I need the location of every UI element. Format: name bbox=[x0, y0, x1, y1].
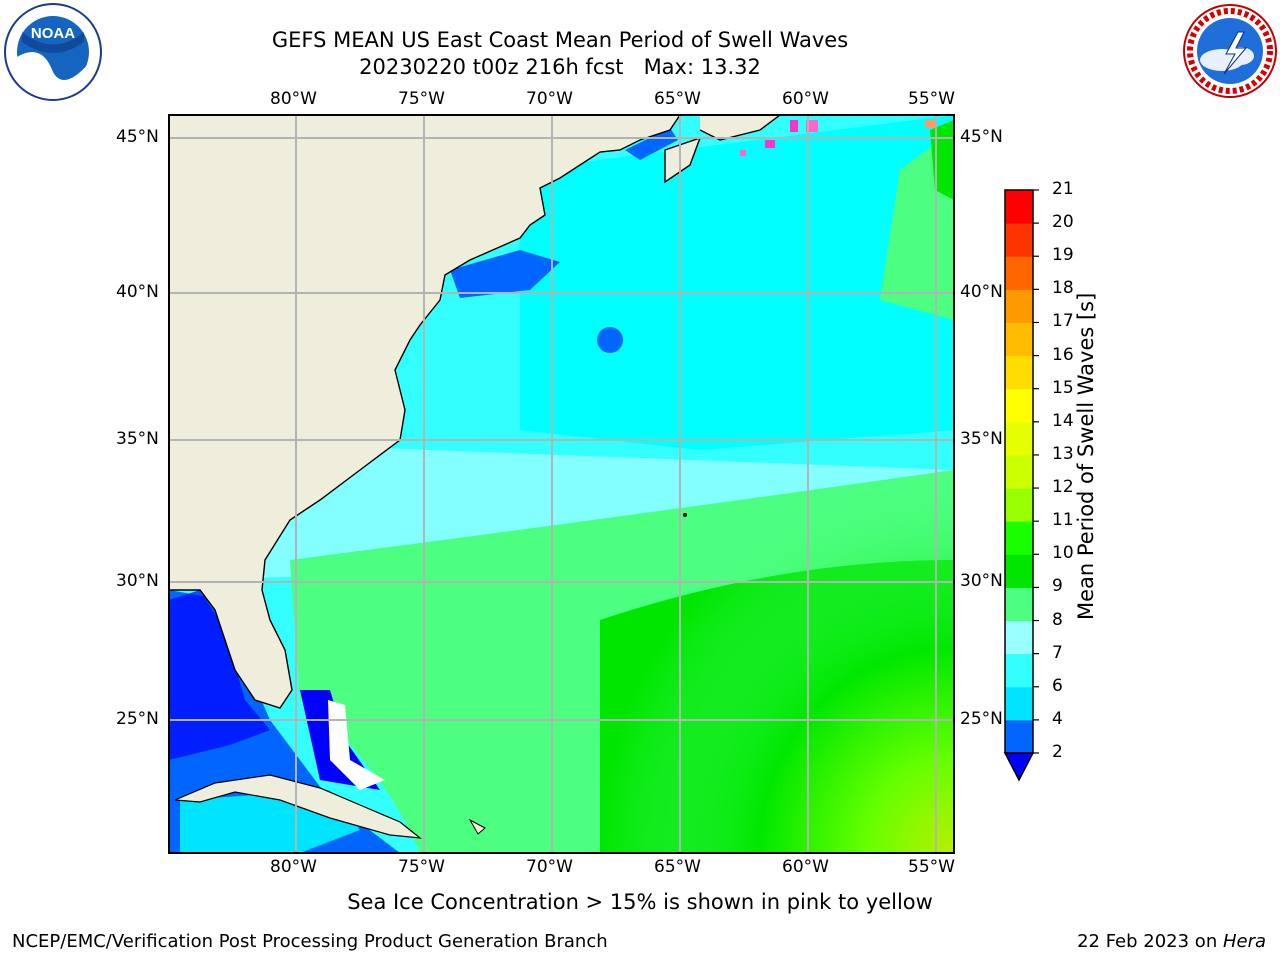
footer-host: Hera bbox=[1222, 931, 1266, 952]
lat-label-right: 45°N bbox=[960, 127, 1003, 147]
colorbar-under-arrow bbox=[1003, 752, 1035, 782]
colorbar-bin bbox=[1005, 620, 1033, 655]
colorbar-bin bbox=[1005, 686, 1033, 721]
colorbar-bin bbox=[1005, 554, 1033, 588]
lon-label-top: 80°W bbox=[270, 89, 317, 109]
colorbar-tick-label: 2 bbox=[1052, 742, 1063, 762]
noaa-logo-text: NOAA bbox=[31, 25, 75, 42]
colorbar-tick-label: 4 bbox=[1052, 708, 1063, 729]
lat-label-right: 40°N bbox=[960, 282, 1003, 302]
lat-label-left: 45°N bbox=[116, 127, 159, 147]
colorbar-tick-label: 20 bbox=[1052, 212, 1074, 233]
chart-subtitle: 20230220 t00z 216h fcst Max: 13.32 bbox=[359, 55, 761, 79]
lat-label-left: 35°N bbox=[116, 429, 159, 449]
lat-label-right: 25°N bbox=[960, 709, 1003, 729]
colorbar-outline bbox=[1004, 189, 1034, 754]
colorbar-label: Mean Period of Swell Waves [s] bbox=[1074, 292, 1098, 620]
colorbar-bin bbox=[1005, 322, 1033, 357]
colorbar-bin bbox=[1005, 223, 1033, 257]
colorbar-tick-label: 14 bbox=[1052, 410, 1074, 431]
colorbar-bin bbox=[1005, 587, 1033, 622]
colorbar-bin bbox=[1005, 289, 1033, 323]
colorbar-tick-label: 16 bbox=[1052, 344, 1074, 365]
lat-label-right: 30°N bbox=[960, 571, 1003, 591]
colorbar-tick-label: 6 bbox=[1052, 675, 1063, 696]
lon-label-bottom: 75°W bbox=[398, 857, 445, 877]
lon-label-bottom: 65°W bbox=[654, 857, 701, 877]
lon-label-bottom: 60°W bbox=[782, 857, 829, 877]
footer-date: 22 Feb 2023 on Hera bbox=[1077, 931, 1266, 952]
colorbar-tick-label: 21 bbox=[1052, 179, 1074, 199]
lat-label-left: 40°N bbox=[116, 282, 159, 302]
colorbar-bin bbox=[1005, 421, 1033, 456]
colorbar-bin bbox=[1005, 521, 1033, 555]
colorbar-tick-label: 18 bbox=[1052, 278, 1074, 299]
colorbar-bin bbox=[1005, 719, 1033, 754]
lon-label-bottom: 70°W bbox=[526, 857, 573, 877]
lon-label-top: 70°W bbox=[526, 89, 573, 109]
colorbar-tick-label: 10 bbox=[1052, 543, 1074, 564]
colorbar-bin bbox=[1005, 653, 1033, 688]
lat-label-left: 25°N bbox=[116, 709, 159, 729]
colorbar bbox=[1003, 189, 1039, 782]
lon-label-bottom: 55°W bbox=[908, 857, 955, 877]
lat-label-left: 30°N bbox=[116, 571, 159, 591]
colorbar-bin bbox=[1005, 190, 1033, 224]
lon-label-bottom: 80°W bbox=[270, 857, 317, 877]
colorbar-tick-label: 8 bbox=[1052, 609, 1063, 630]
lon-label-top: 55°W bbox=[908, 89, 955, 109]
lon-label-top: 60°W bbox=[782, 89, 829, 109]
lon-label-top: 75°W bbox=[398, 89, 445, 109]
colorbar-bin bbox=[1005, 388, 1033, 423]
colorbar-bin bbox=[1005, 488, 1033, 522]
colorbar-tick-label: 9 bbox=[1052, 576, 1063, 597]
nws-logo-icon bbox=[1183, 4, 1277, 98]
footer-credit: NCEP/EMC/Verification Post Processing Pr… bbox=[12, 931, 608, 952]
colorbar-tick-label: 7 bbox=[1052, 642, 1063, 663]
colorbar-tick-label: 17 bbox=[1052, 311, 1074, 332]
colorbar-bin bbox=[1005, 256, 1033, 290]
colorbar-tick-label: 13 bbox=[1052, 443, 1074, 464]
colorbar-bin bbox=[1005, 454, 1033, 489]
lon-label-top: 65°W bbox=[654, 89, 701, 109]
chart-title: GEFS MEAN US East Coast Mean Period of S… bbox=[271, 28, 849, 52]
colorbar-tick-label: 19 bbox=[1052, 245, 1074, 266]
colorbar-tick-label: 12 bbox=[1052, 477, 1074, 498]
footer-date-text: 22 Feb 2023 on bbox=[1077, 931, 1223, 952]
lat-label-right: 35°N bbox=[960, 429, 1003, 449]
sea-ice-note: Sea Ice Concentration > 15% is shown in … bbox=[347, 890, 933, 914]
colorbar-tick-label: 15 bbox=[1052, 377, 1074, 398]
noaa-logo-icon: NOAA bbox=[4, 3, 102, 101]
colorbar-bin bbox=[1005, 355, 1033, 390]
colorbar-tick-label: 11 bbox=[1052, 510, 1074, 531]
